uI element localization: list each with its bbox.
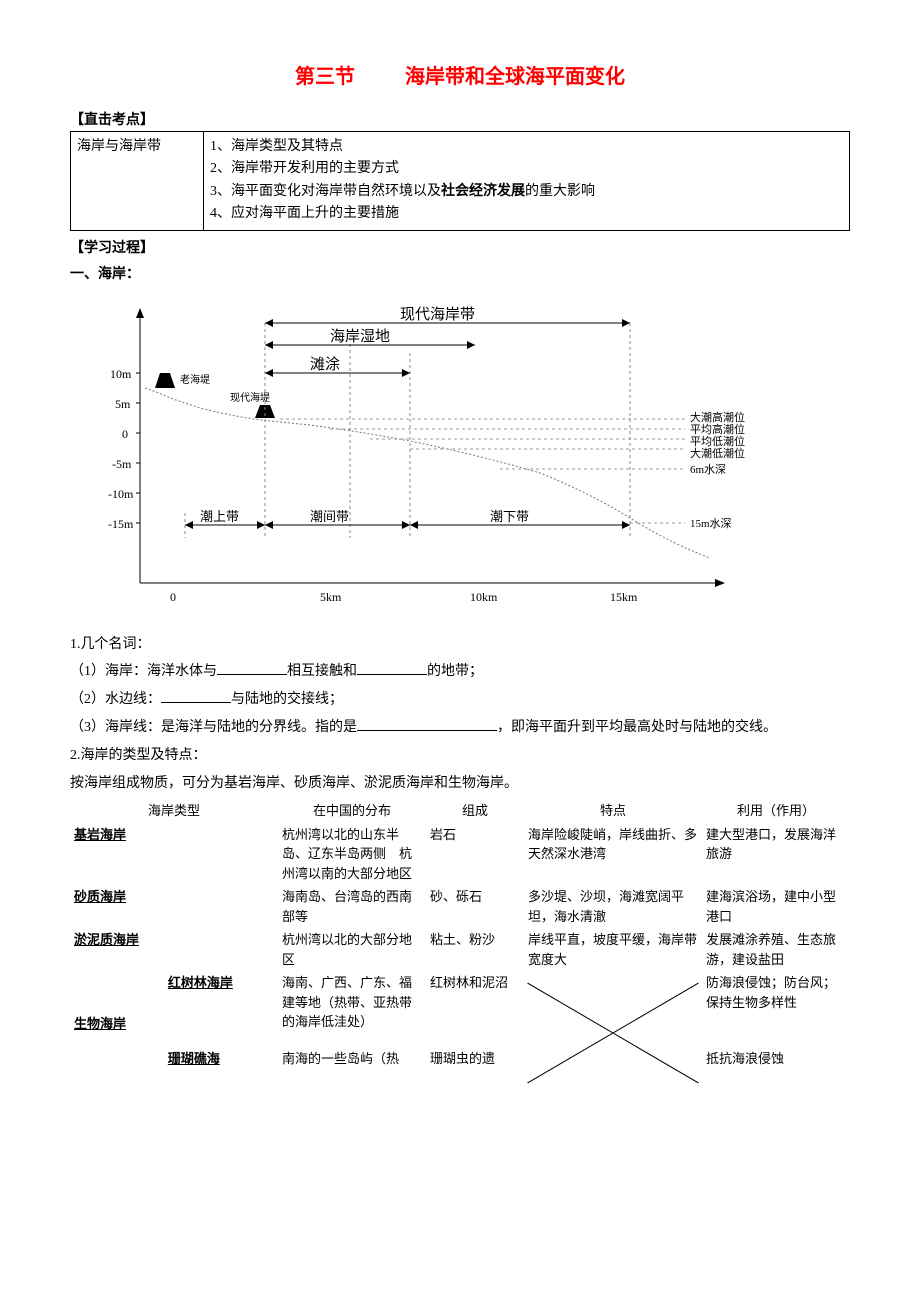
feat-2: 岸线平直，坡度平缓，海岸带宽度大 bbox=[524, 928, 702, 971]
old-dike-label: 老海堤 bbox=[180, 373, 210, 386]
row-jiy: 基岩海岸 杭州湾以北的山东半岛、辽东半岛两侧 杭州湾以南的大部分地区 岩石 海岸… bbox=[70, 823, 850, 886]
t3b: ，即海平面升到平均最高处时与陆地的交线。 bbox=[497, 720, 777, 735]
h-comp: 组成 bbox=[426, 799, 524, 823]
t2a: （2）水边线： bbox=[70, 692, 161, 707]
type-jiy: 基岩海岸 bbox=[74, 827, 126, 842]
new-dike-label: 现代海堤 bbox=[230, 391, 270, 404]
feat-1: 多沙堤、沙坝，海滩宽阔平坦，海水清澈 bbox=[524, 885, 702, 928]
h-type: 海岸类型 bbox=[70, 799, 278, 823]
blank-3[interactable] bbox=[161, 688, 231, 703]
blank-4[interactable] bbox=[357, 716, 497, 731]
row-hsl: 生物海岸 红树林海岸 海南、广西、广东、福建等地（热带、亚热带的海岸低洼处） 红… bbox=[70, 971, 850, 1047]
coast-diagram: 10m 5m 0 -5m -10m -15m 0 5km 10km 15km 老… bbox=[70, 293, 790, 623]
lvl-2: 平均高潮位 bbox=[690, 422, 745, 436]
type-shj: 珊瑚礁海 bbox=[168, 1051, 220, 1066]
x-0: 0 bbox=[170, 590, 176, 604]
row-sha: 砂质海岸 海南岛、台湾岛的西南部等 砂、砾石 多沙堤、沙坝，海滩宽阔平坦，海水清… bbox=[70, 885, 850, 928]
lvl-5: 6m水深 bbox=[690, 463, 726, 476]
comp-0: 岩石 bbox=[426, 823, 524, 886]
zone-shang: 潮上带 bbox=[200, 509, 239, 524]
zone-xia: 潮下带 bbox=[490, 509, 529, 524]
type-hsl: 红树林海岸 bbox=[168, 975, 233, 990]
h-use: 利用（作用） bbox=[702, 799, 850, 823]
title-section: 第三节 bbox=[295, 66, 355, 88]
types-intro: 按海岸组成物质，可分为基岩海岸、砂质海岸、淤泥质海岸和生物海岸。 bbox=[70, 772, 850, 796]
x-10: 10km bbox=[470, 590, 498, 604]
exam-heading: 【直击考点】 bbox=[70, 109, 850, 129]
row-yuni: 淤泥质海岸 杭州湾以北的大部分地区 粘土、粉沙 岸线平直，坡度平缓，海岸带宽度大… bbox=[70, 928, 850, 971]
t1c: 的地带； bbox=[427, 664, 483, 679]
t2b: 与陆地的交接线； bbox=[231, 692, 343, 707]
exam-point-2: 2、海岸带开发利用的主要方式 bbox=[210, 158, 843, 180]
y-n5: -5m bbox=[112, 457, 132, 471]
lvl-4: 大潮低潮位 bbox=[690, 446, 745, 460]
feat-0: 海岸险峻陡峭，岸线曲折、多天然深水港湾 bbox=[524, 823, 702, 886]
study-sub1: 一、海岸： bbox=[70, 263, 850, 283]
exam-bold: 社会经济发展 bbox=[441, 184, 525, 199]
t1a: （1）海岸：海洋水体与 bbox=[70, 664, 217, 679]
comp-3: 红树林和泥沼 bbox=[426, 971, 524, 1047]
comp-2: 粘土、粉沙 bbox=[426, 928, 524, 971]
exam-table: 海岸与海岸带 1、海岸类型及其特点 2、海岸带开发利用的主要方式 3、海平面变化… bbox=[70, 131, 850, 231]
dist-2: 杭州湾以北的大部分地区 bbox=[278, 928, 426, 971]
t1b: 相互接触和 bbox=[287, 664, 357, 679]
type-yuni: 淤泥质海岸 bbox=[74, 932, 139, 947]
h-feat: 特点 bbox=[524, 799, 702, 823]
exam-point-3: 3、海平面变化对海岸带自然环境以及社会经济发展的重大影响 bbox=[210, 181, 843, 203]
dist-1: 海南岛、台湾岛的西南部等 bbox=[278, 885, 426, 928]
y-0: 0 bbox=[122, 427, 128, 441]
terms-heading: 1.几个名词： bbox=[70, 633, 850, 657]
y-n10: -10m bbox=[108, 487, 134, 501]
comp-1: 砂、砾石 bbox=[426, 885, 524, 928]
blank-2[interactable] bbox=[357, 660, 427, 675]
lvl-1: 大潮高潮位 bbox=[690, 410, 745, 424]
label-wetland: 海岸湿地 bbox=[330, 328, 390, 345]
dist-0: 杭州湾以北的山东半岛、辽东半岛两侧 杭州湾以南的大部分地区 bbox=[278, 823, 426, 886]
use-1: 建海滨浴场，建中小型港口 bbox=[702, 885, 850, 928]
type-group: 生物海岸 bbox=[74, 1016, 126, 1031]
lvl-3: 平均低潮位 bbox=[690, 434, 745, 448]
use-2: 发展滩涂养殖、生态旅游，建设盐田 bbox=[702, 928, 850, 971]
use-4: 抵抗海浪侵蚀 bbox=[702, 1047, 850, 1075]
study-heading: 【学习过程】 bbox=[70, 237, 850, 257]
types-header-row: 海岸类型 在中国的分布 组成 特点 利用（作用） bbox=[70, 799, 850, 823]
types-table: 海岸类型 在中国的分布 组成 特点 利用（作用） 基岩海岸 杭州湾以北的山东半岛… bbox=[70, 799, 850, 1075]
lvl-6: 15m水深 bbox=[690, 517, 732, 530]
dist-3: 海南、广西、广东、福建等地（热带、亚热带的海岸低洼处） bbox=[278, 971, 426, 1047]
y-5m: 5m bbox=[115, 397, 131, 411]
exam-points: 1、海岸类型及其特点 2、海岸带开发利用的主要方式 3、海平面变化对海岸带自然环… bbox=[204, 132, 850, 231]
term-2: （2）水边线： 与陆地的交接线； bbox=[70, 688, 850, 712]
exam-left: 海岸与海岸带 bbox=[71, 132, 204, 231]
term-1: （1）海岸：海洋水体与 相互接触和 的地带； bbox=[70, 660, 850, 684]
y-n15: -15m bbox=[108, 517, 134, 531]
x-15: 15km bbox=[610, 590, 638, 604]
x-5: 5km bbox=[320, 590, 342, 604]
feat-cross bbox=[524, 971, 702, 1075]
t3a: （3）海岸线：是海洋与陆地的分界线。指的是 bbox=[70, 720, 357, 735]
y-10m: 10m bbox=[110, 367, 132, 381]
use-0: 建大型港口，发展海洋旅游 bbox=[702, 823, 850, 886]
exam-point-1: 1、海岸类型及其特点 bbox=[210, 136, 843, 158]
h-dist: 在中国的分布 bbox=[278, 799, 426, 823]
title-gap bbox=[360, 66, 400, 88]
label-modern: 现代海岸带 bbox=[400, 306, 475, 323]
row-shj: 珊瑚礁海 南海的一些岛屿（热 珊瑚虫的遗 抵抗海浪侵蚀 bbox=[70, 1047, 850, 1075]
blank-1[interactable] bbox=[217, 660, 287, 675]
use-3: 防海浪侵蚀；防台风；保持生物多样性 bbox=[702, 971, 850, 1047]
zone-jian: 潮间带 bbox=[310, 509, 349, 524]
exam-point-4: 4、应对海平面上升的主要措施 bbox=[210, 203, 843, 225]
page-title: 第三节 海岸带和全球海平面变化 bbox=[70, 60, 850, 89]
comp-4: 珊瑚虫的遗 bbox=[426, 1047, 524, 1075]
types-heading: 2.海岸的类型及特点： bbox=[70, 744, 850, 768]
label-tantu: 滩涂 bbox=[310, 356, 340, 373]
type-sha: 砂质海岸 bbox=[74, 889, 126, 904]
term-3: （3）海岸线：是海洋与陆地的分界线。指的是 ，即海平面升到平均最高处时与陆地的交线… bbox=[70, 716, 850, 740]
title-name: 海岸带和全球海平面变化 bbox=[405, 66, 625, 88]
dist-4: 南海的一些岛屿（热 bbox=[278, 1047, 426, 1075]
